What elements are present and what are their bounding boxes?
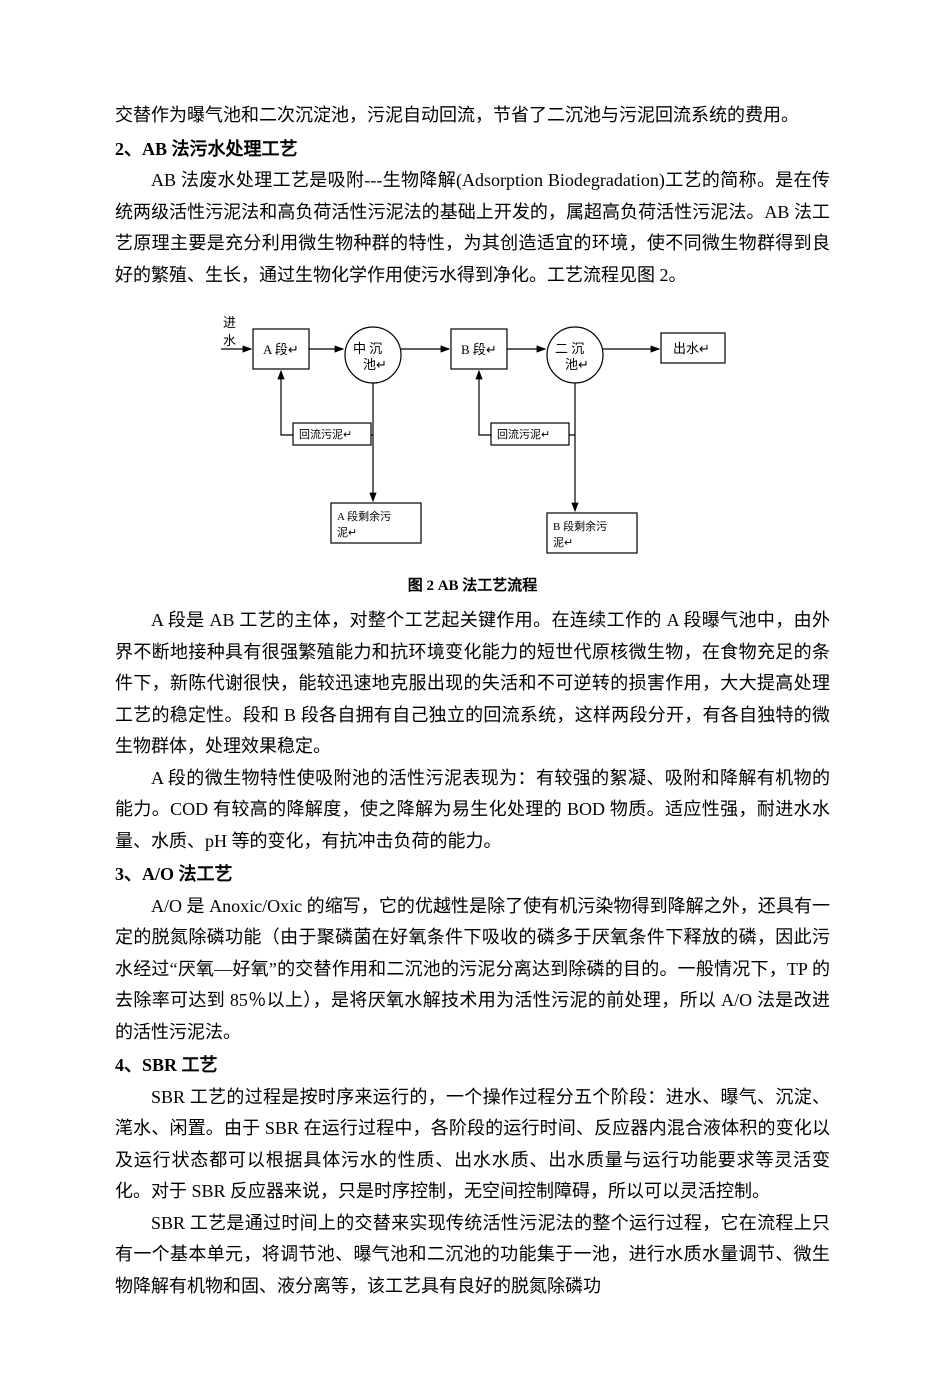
heading-ao: 3、A/O 法工艺 xyxy=(115,859,830,891)
inlet-label-2: 水 xyxy=(223,333,236,348)
sec-sed-label-1: 二 沉 xyxy=(555,341,584,356)
b-stage-label: B 段↵ xyxy=(461,342,497,357)
a-stage-label: A 段↵ xyxy=(263,342,299,357)
paragraph-ab-intro: AB 法废水处理工艺是吸附---生物降解(Adsorption Biodegra… xyxy=(115,165,830,291)
paragraph-a-stage-1: A 段是 AB 工艺的主体，对整个工艺起关键作用。在连续工作的 A 段曝气池中，… xyxy=(115,605,830,763)
return-b-label: 回流污泥↵ xyxy=(497,427,550,441)
figure-ab-flowchart: 进 水 A 段↵ 中 沉 池↵ B 段↵ 二 沉 池↵ 出水↵ 回流污泥↵ xyxy=(115,305,830,599)
paragraph-a-stage-2: A 段的微生物特性使吸附池的活性污泥表现为：有较强的絮凝、吸附和降解有机物的能力… xyxy=(115,763,830,858)
paragraph-sbr-1: SBR 工艺的过程是按时序来运行的，一个操作过程分五个阶段：进水、曝气、沉淀、滗… xyxy=(115,1082,830,1208)
mid-sed-label-1: 中 沉 xyxy=(353,341,382,356)
figure-caption: 图 2 AB 法工艺流程 xyxy=(115,573,830,599)
excess-b-label-1: B 段剩余污 xyxy=(553,519,607,533)
return-a-label: 回流污泥↵ xyxy=(299,427,352,441)
excess-a-label-2: 泥↵ xyxy=(337,526,357,539)
excess-b-label-2: 泥↵ xyxy=(553,536,573,549)
heading-ab: 2、AB 法污水处理工艺 xyxy=(115,134,830,166)
heading-sbr: 4、SBR 工艺 xyxy=(115,1050,830,1082)
flowchart-svg: 进 水 A 段↵ 中 沉 池↵ B 段↵ 二 沉 池↵ 出水↵ 回流污泥↵ xyxy=(193,305,753,565)
sec-sed-label-2: 池↵ xyxy=(565,357,589,372)
intro-paragraph: 交替作为曝气池和二次沉淀池，污泥自动回流，节省了二沉池与污泥回流系统的费用。 xyxy=(115,100,830,132)
excess-a-label-1: A 段剩余污 xyxy=(337,509,391,523)
paragraph-sbr-2: SBR 工艺是通过时间上的交替来实现传统活性污泥法的整个运行过程，它在流程上只有… xyxy=(115,1208,830,1303)
mid-sed-label-2: 池↵ xyxy=(363,357,387,372)
outlet-label: 出水↵ xyxy=(673,341,710,356)
paragraph-ao: A/O 是 Anoxic/Oxic 的缩写，它的优越性是除了使有机污染物得到降解… xyxy=(115,891,830,1049)
inlet-label-1: 进 xyxy=(223,315,236,330)
